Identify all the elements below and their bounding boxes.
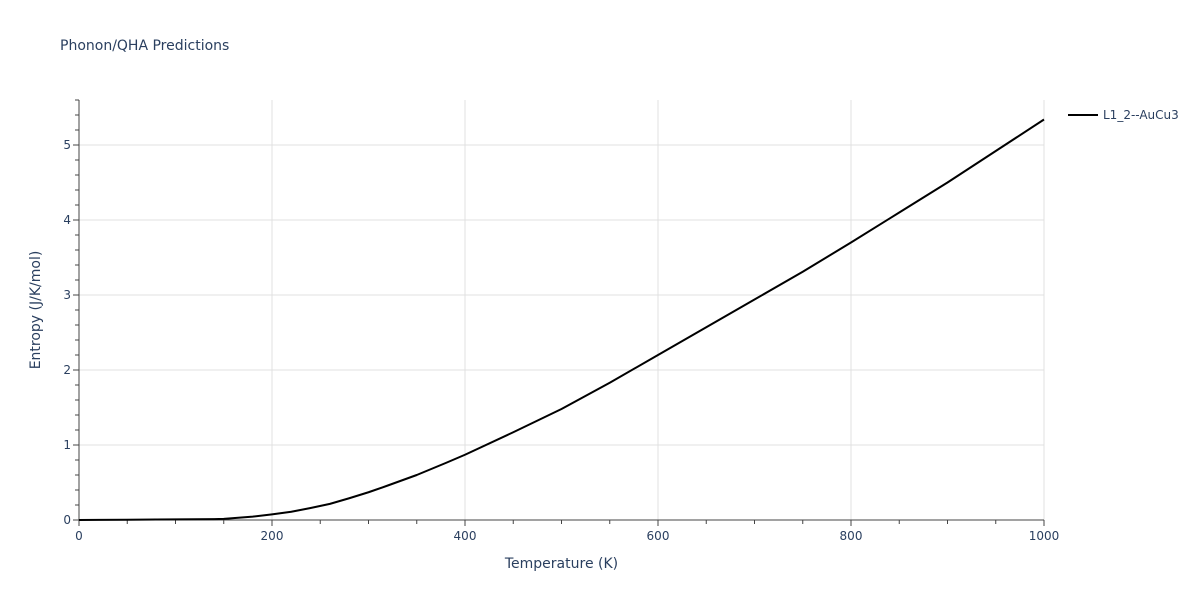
y-tick-label: 0: [63, 513, 71, 527]
grid-layer: [79, 100, 1045, 520]
series-line: [78, 118, 1045, 521]
y-tick-label: 2: [63, 363, 71, 377]
y-tick-label: 5: [63, 138, 71, 152]
legend: L1_2--AuCu3: [1068, 108, 1179, 122]
x-tick-label: 600: [647, 529, 670, 543]
tick-layer: 0 200 400 600 800 1000 0 1 2 3 4 5: [63, 138, 1059, 543]
x-tick-label: 800: [840, 529, 863, 543]
x-tick-label: 400: [454, 529, 477, 543]
y-tick-label: 1: [63, 438, 71, 452]
x-tick-label: 200: [261, 529, 284, 543]
x-tick-label: 0: [75, 529, 83, 543]
y-tick-label: 3: [63, 288, 71, 302]
series-layer: [78, 118, 1045, 521]
legend-label: L1_2--AuCu3: [1103, 108, 1179, 122]
axis-layer: [73, 99, 1045, 526]
chart-title: Phonon/QHA Predictions: [60, 38, 229, 54]
y-axis-title: Entropy (J/K/mol): [28, 251, 44, 370]
x-axis-title: Temperature (K): [504, 556, 618, 572]
y-tick-label: 4: [63, 213, 71, 227]
x-tick-label: 1000: [1029, 529, 1060, 543]
